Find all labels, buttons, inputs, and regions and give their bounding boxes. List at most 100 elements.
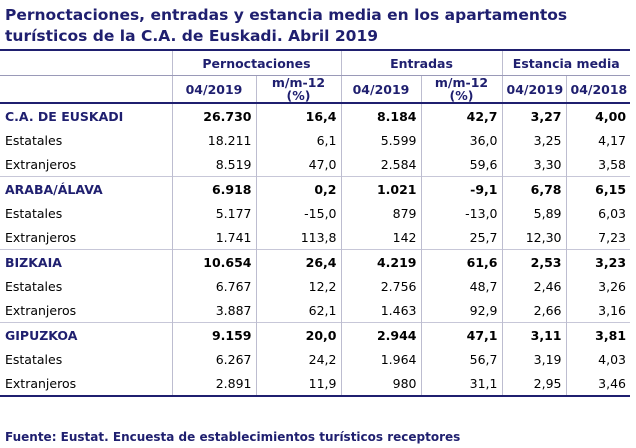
- cell-value: 2,95: [501, 371, 566, 397]
- cell-value: 59,6: [420, 152, 502, 177]
- cell-value: 2,53: [501, 249, 566, 274]
- table-row: Extranjeros 8.519 47,0 2.584 59,6 3,30 3…: [0, 152, 631, 177]
- cell-value: 6,03: [565, 201, 631, 225]
- cell-value: 31,1: [420, 371, 502, 397]
- cell-value: 26,4: [255, 249, 341, 274]
- row-label: Extranjeros: [5, 302, 77, 318]
- cell-value: 4,00: [565, 103, 631, 128]
- table-row: Extranjeros 1.741 113,8 142 25,7 12,30 7…: [0, 225, 631, 250]
- cell-value: 6.918: [171, 176, 256, 201]
- table-row: GIPUZKOA 9.159 20,0 2.944 47,1 3,11 3,81: [0, 322, 631, 347]
- cell-value: 18.211: [171, 128, 256, 152]
- cell-value: 2.944: [340, 322, 421, 347]
- table-row: Estatales 6.267 24,2 1.964 56,7 3,19 4,0…: [0, 347, 631, 371]
- row-label: Estatales: [5, 205, 63, 221]
- cell-value: 12,2: [255, 274, 341, 298]
- cell-value: 47,1: [420, 322, 502, 347]
- cell-value: -15,0: [255, 201, 341, 225]
- cell-value: 24,2: [255, 347, 341, 371]
- cell-value: 3,30: [501, 152, 566, 177]
- table-row: ARABA/ÁLAVA 6.918 0,2 1.021 -9,1 6,78 6,…: [0, 176, 631, 201]
- table-row: C.A. DE EUSKADI 26.730 16,4 8.184 42,7 3…: [0, 103, 631, 128]
- cell-value: 61,6: [420, 249, 502, 274]
- cell-value: 6,15: [565, 176, 631, 201]
- cell-value: 980: [340, 371, 421, 397]
- subheader-change: m/m-12 (%): [255, 75, 341, 104]
- cell-value: 26.730: [171, 103, 256, 128]
- cell-value: 7,23: [565, 225, 631, 250]
- cell-value: 3,25: [501, 128, 566, 152]
- subheader-period: 04/2019: [171, 75, 256, 104]
- cell-value: 6.267: [171, 347, 256, 371]
- cell-value: 4.219: [340, 249, 421, 274]
- cell-value: 56,7: [420, 347, 502, 371]
- table-title: Pernoctaciones, entradas y estancia medi…: [5, 6, 568, 45]
- cell-value: 3,23: [565, 249, 631, 274]
- cell-value: 3,81: [565, 322, 631, 347]
- cell-value: 879: [340, 201, 421, 225]
- cell-value: 47,0: [255, 152, 341, 177]
- subheader-period-prev: 04/2018: [565, 75, 631, 104]
- cell-value: 2.756: [340, 274, 421, 298]
- cell-value: 4,17: [565, 128, 631, 152]
- cell-value: 12,30: [501, 225, 566, 250]
- cell-value: 2,46: [501, 274, 566, 298]
- table-row: Extranjeros 2.891 11,9 980 31,1 2,95 3,4…: [0, 371, 631, 397]
- cell-value: -13,0: [420, 201, 502, 225]
- cell-value: 6,78: [501, 176, 566, 201]
- row-label: Extranjeros: [5, 229, 77, 245]
- cell-value: 2.584: [340, 152, 421, 177]
- cell-value: 3,11: [501, 322, 566, 347]
- cell-value: 3.887: [171, 298, 256, 323]
- table-row: Extranjeros 3.887 62,1 1.463 92,9 2,66 3…: [0, 298, 631, 323]
- table-body: C.A. DE EUSKADI 26.730 16,4 8.184 42,7 3…: [0, 103, 631, 397]
- cell-value: 3,16: [565, 298, 631, 323]
- stats-table: Pernoctaciones Entradas Estancia media 0…: [0, 49, 631, 397]
- cell-value: 1.463: [340, 298, 421, 323]
- cell-value: 5.599: [340, 128, 421, 152]
- table-row: BIZKAIA 10.654 26,4 4.219 61,6 2,53 3,23: [0, 249, 631, 274]
- cell-value: 3,19: [501, 347, 566, 371]
- cell-value: 113,8: [255, 225, 341, 250]
- table-row: Estatales 18.211 6,1 5.599 36,0 3,25 4,1…: [0, 128, 631, 152]
- cell-value: 8.184: [340, 103, 421, 128]
- row-label: ARABA/ÁLAVA: [0, 176, 172, 201]
- row-label: Estatales: [5, 278, 63, 294]
- cell-value: 48,7: [420, 274, 502, 298]
- cell-value: 16,4: [255, 103, 341, 128]
- cell-value: 6.767: [171, 274, 256, 298]
- cell-value: 10.654: [171, 249, 256, 274]
- cell-value: 9.159: [171, 322, 256, 347]
- cell-value: 5.177: [171, 201, 256, 225]
- cell-value: 1.021: [340, 176, 421, 201]
- table-row: Estatales 6.767 12,2 2.756 48,7 2,46 3,2…: [0, 274, 631, 298]
- row-label: Extranjeros: [5, 156, 77, 172]
- cell-value: 3,46: [565, 371, 631, 397]
- header-pernoctaciones: Pernoctaciones: [171, 49, 341, 76]
- row-label: Extranjeros: [0, 371, 172, 397]
- cell-value: 0,2: [255, 176, 341, 201]
- cell-value: 1.741: [171, 225, 256, 250]
- cell-value: 2,66: [501, 298, 566, 323]
- cell-value: 25,7: [420, 225, 502, 250]
- cell-value: 1.964: [340, 347, 421, 371]
- cell-value: 142: [340, 225, 421, 250]
- cell-value: 5,89: [501, 201, 566, 225]
- cell-value: 6,1: [255, 128, 341, 152]
- row-label: BIZKAIA: [0, 249, 172, 274]
- row-label: C.A. DE EUSKADI: [5, 108, 124, 124]
- row-label: GIPUZKOA: [0, 322, 172, 347]
- cell-value: 2.891: [171, 371, 256, 397]
- cell-value: 4,03: [565, 347, 631, 371]
- cell-value: 36,0: [420, 128, 502, 152]
- header-entradas: Entradas: [340, 49, 502, 76]
- table-row: Estatales 5.177 -15,0 879 -13,0 5,89 6,0…: [0, 201, 631, 225]
- row-label: Estatales: [5, 351, 63, 367]
- cell-value: -9,1: [420, 176, 502, 201]
- header-corner: [0, 49, 172, 76]
- header-estancia-media: Estancia media: [501, 49, 631, 76]
- cell-value: 92,9: [420, 298, 502, 323]
- header-corner-sub: [0, 75, 172, 104]
- cell-value: 3,58: [565, 152, 631, 177]
- cell-value: 11,9: [255, 371, 341, 397]
